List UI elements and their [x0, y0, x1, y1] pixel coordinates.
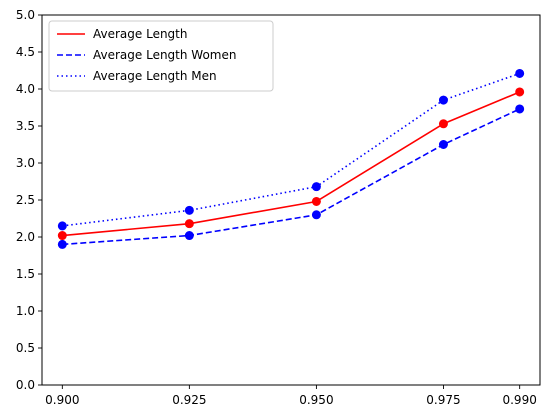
data-point-s1-4 [515, 105, 523, 113]
y-tick-label-6: 3.0 [16, 156, 35, 170]
x-tick-label-2: 0.950 [299, 393, 333, 407]
legend: Average Length Average Length Women Averag… [49, 21, 273, 91]
y-tick-label-9: 4.5 [16, 45, 35, 59]
data-point-s1-1 [185, 231, 193, 239]
data-point-s2-2 [312, 182, 320, 190]
y-tick-label-5: 2.5 [16, 193, 35, 207]
y-tick-label-4: 2.0 [16, 230, 35, 244]
data-point-s1-0 [58, 240, 66, 248]
data-point-s0-1 [185, 219, 193, 227]
legend-label-0: Average Length [93, 27, 187, 41]
y-tick-label-10: 5.0 [16, 8, 35, 22]
x-tick-label-1: 0.925 [172, 393, 206, 407]
data-point-s2-3 [439, 96, 447, 104]
x-tick-label-3: 0.975 [426, 393, 460, 407]
data-point-s2-4 [515, 69, 523, 77]
x-tick-label-4: 0.990 [502, 393, 536, 407]
data-point-s0-2 [312, 197, 320, 205]
y-tick-label-0: 0.0 [16, 378, 35, 392]
y-tick-label-2: 1.0 [16, 304, 35, 318]
y-tick-label-7: 3.5 [16, 119, 35, 133]
y-tick-label-8: 4.0 [16, 82, 35, 96]
data-point-s1-3 [439, 140, 447, 148]
x-tick-label-0: 0.900 [45, 393, 79, 407]
y-tick-label-1: 0.5 [16, 341, 35, 355]
legend-label-2: Average Length Men [93, 69, 217, 83]
y-tick-label-3: 1.5 [16, 267, 35, 281]
data-point-s2-0 [58, 222, 66, 230]
legend-label-1: Average Length Women [93, 48, 236, 62]
data-point-s1-2 [312, 211, 320, 219]
data-point-s0-0 [58, 231, 66, 239]
data-point-s0-3 [439, 120, 447, 128]
data-point-s2-1 [185, 206, 193, 214]
data-point-s0-4 [515, 88, 523, 96]
